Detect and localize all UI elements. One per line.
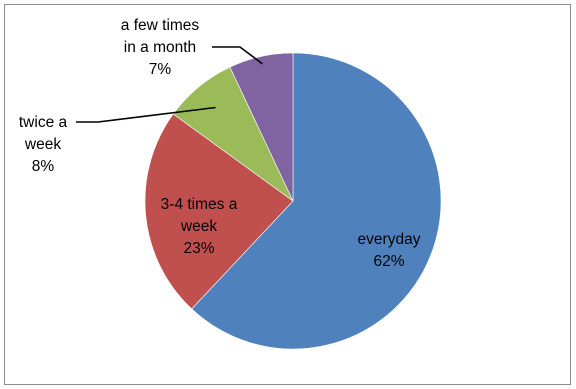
slice-label-3-4-times-a-week: 3-4 times a week 23% bbox=[161, 196, 238, 257]
slice-value-label: 7% bbox=[149, 61, 172, 78]
slice-label-everyday: everyday 62% bbox=[358, 231, 421, 270]
slice-category-label: everyday bbox=[358, 231, 421, 248]
slice-category-label: a few times bbox=[121, 17, 200, 34]
leader-line-twice-a-week bbox=[76, 106, 216, 123]
slice-category-label: in a month bbox=[124, 39, 196, 56]
pie-slice-everyday bbox=[191, 52, 442, 350]
slices-layer bbox=[144, 52, 442, 350]
slice-value-label: 23% bbox=[183, 240, 214, 257]
slice-value-label: 8% bbox=[32, 158, 55, 175]
slice-category-label: 3-4 times a bbox=[161, 196, 238, 213]
leader-line-a-few-times-in-a-month bbox=[212, 46, 263, 65]
slice-value-label: 62% bbox=[373, 253, 404, 270]
slice-category-label: week bbox=[24, 136, 61, 153]
slice-category-label: week bbox=[180, 218, 217, 235]
pie-slice-3-4-times-a-week bbox=[144, 113, 294, 310]
slice-label-twice-a-week: twice a week 8% bbox=[19, 114, 68, 175]
slice-label-a-few-times-in-a-month: a few times in a month 7% bbox=[121, 17, 200, 78]
pie-slice-a-few-times-in-a-month bbox=[229, 52, 294, 202]
labels-layer: everyday 62% 3-4 times a week 23% twice a week… bbox=[19, 17, 421, 270]
leaders-layer bbox=[76, 46, 263, 123]
slice-category-label: twice a bbox=[19, 114, 68, 131]
